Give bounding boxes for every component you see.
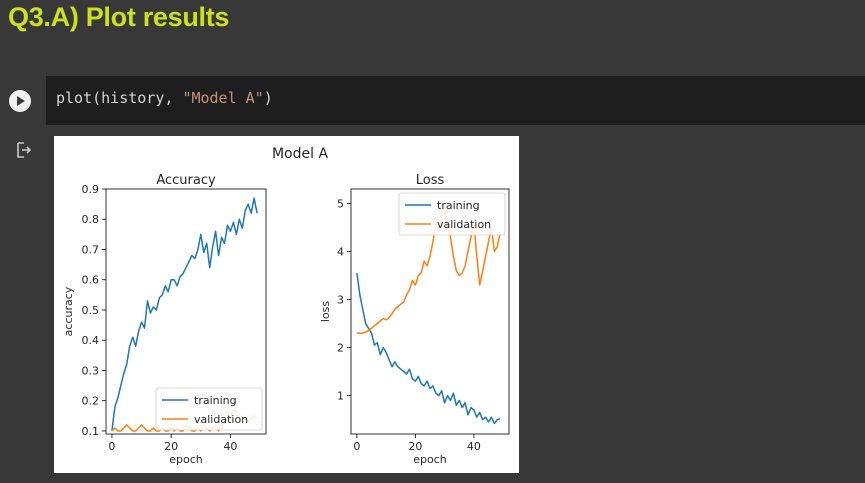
x-tick-label: 0 <box>353 440 360 453</box>
y-tick-label: 0.9 <box>82 183 100 196</box>
code-line[interactable]: plot(history, "Model A") <box>56 89 273 107</box>
run-cell-button[interactable] <box>9 90 31 112</box>
y-axis-label: accuracy <box>62 286 75 336</box>
subplot-title: Loss <box>416 173 445 188</box>
legend <box>398 192 506 236</box>
figure-suptitle: Model A <box>272 146 328 162</box>
legend <box>155 387 263 431</box>
series-line-training <box>111 197 258 432</box>
x-axis-label: epoch <box>413 453 447 466</box>
y-tick-label: 0.1 <box>82 425 100 438</box>
series-line-validation <box>356 207 501 334</box>
x-tick-label: 40 <box>223 440 237 453</box>
y-tick-label: 0.3 <box>82 364 100 377</box>
series-line-training <box>356 273 501 425</box>
y-tick-label: 0.6 <box>82 274 100 287</box>
subplot-title: Accuracy <box>156 173 216 188</box>
code-editor[interactable]: plot(history, "Model A") <box>46 76 865 125</box>
legend-label-training: training <box>194 394 237 407</box>
figure-canvas: Model A 0 20 400.10.20.30.40.50.60.70.80.9… <box>62 146 510 466</box>
x-tick-label: 0 <box>108 440 115 453</box>
output-redirect-icon[interactable] <box>14 141 32 159</box>
plot-frame <box>350 188 510 435</box>
x-tick-label: 20 <box>164 440 178 453</box>
y-tick-label: 0.4 <box>82 334 100 347</box>
section-heading: Q3.A) Plot results <box>8 2 230 32</box>
y-tick-label: 0.5 <box>82 304 100 317</box>
legend-label-validation: validation <box>194 413 248 426</box>
y-tick-label: 3 <box>337 293 344 306</box>
x-tick-label: 20 <box>408 440 422 453</box>
subplot-accuracy <box>102 188 267 438</box>
y-tick-label: 0.2 <box>82 395 100 408</box>
y-tick-label: 2 <box>337 342 344 355</box>
output-figure: Model A 0 20 40 0.1 0.2 0.3 0.4 0.5 0.6 0.7 0.8 0.9… <box>54 136 519 473</box>
x-axis-label: epoch <box>169 453 203 466</box>
x-tick-label: 40 <box>467 440 481 453</box>
y-tick-label: 0.7 <box>82 243 100 256</box>
y-tick-label: 4 <box>337 245 344 258</box>
y-tick-label: 0.8 <box>82 213 100 226</box>
y-tick-label: 1 <box>337 390 344 403</box>
legend-label-training: training <box>437 199 480 212</box>
subplot-loss <box>347 188 510 438</box>
plot-frame <box>105 188 267 435</box>
cell-output: Model A 0 20 40 0.1 0.2 0.3 0.4 0.5 0.6 0.7 0.8 0.9… <box>0 125 865 483</box>
markdown-heading-cell: Q3.A) Plot results <box>0 0 865 76</box>
legend-label-validation: validation <box>437 218 491 231</box>
code-string-literal: "Model A" <box>182 89 264 107</box>
code-cell[interactable]: plot(history, "Model A") <box>0 76 865 125</box>
code-close-paren: ) <box>263 89 273 107</box>
y-tick-label: 5 <box>337 197 344 210</box>
code-call: plot(history, <box>56 89 183 107</box>
y-axis-label: loss <box>319 301 332 323</box>
